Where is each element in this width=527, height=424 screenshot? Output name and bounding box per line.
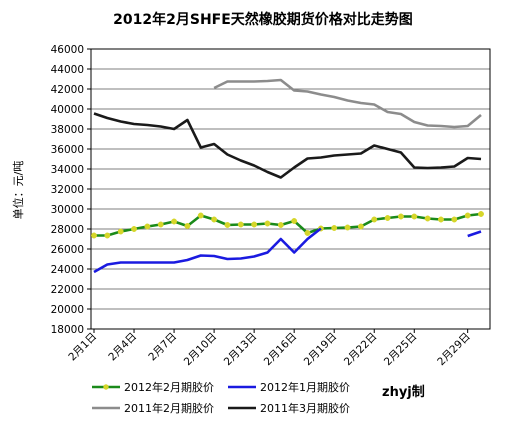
x-tick-label: 2月16日	[262, 331, 300, 369]
watermark-label: zhyj制	[382, 384, 425, 400]
y-tick-label: 18000	[51, 324, 84, 336]
y-tick-label: 24000	[51, 264, 84, 276]
grid-layer	[91, 68, 490, 310]
data-point-0	[251, 221, 258, 228]
x-axis-ticks: 2月1日 2月4日 2月7日 2月10日 2月13日 2月16日 2月19日 2月22日 2月2…	[66, 329, 473, 369]
data-point-0	[438, 216, 444, 223]
legend-label-0: 2012年2月期胶价	[124, 380, 214, 394]
data-point-0	[184, 223, 191, 229]
data-point-0	[397, 213, 404, 220]
data-point-0	[424, 215, 431, 222]
x-tick-label: 2月25日	[382, 331, 420, 369]
data-point-0	[91, 232, 97, 239]
data-point-0	[384, 215, 391, 221]
data-point-0	[371, 216, 378, 223]
y-tick-label: 30000	[51, 204, 84, 216]
data-point-0	[331, 225, 338, 231]
legend: 2012年2月期胶价 2012年1月期胶价 2011年2月期胶价 2011年3月期胶价	[92, 380, 350, 415]
x-tick-label: 2月4日	[106, 331, 139, 364]
data-point-0	[411, 213, 418, 220]
data-point-0	[224, 222, 231, 228]
legend-marker-0	[103, 384, 109, 390]
series-line-2	[213, 78, 482, 129]
y-axis-ticks: 18000 20000 22000 24000 26000 28000 30000 32000…	[51, 44, 91, 336]
y-tick-label: 44000	[51, 64, 84, 76]
chart-title: 2012年2月SHFE天然橡胶期货价格对比走势图	[113, 11, 413, 28]
series-line-1	[467, 230, 482, 238]
series-layer	[91, 78, 484, 274]
data-point-0	[451, 216, 458, 223]
y-tick-label: 40000	[51, 104, 84, 116]
data-point-0	[131, 226, 137, 232]
y-tick-label: 32000	[51, 184, 84, 196]
data-point-0	[264, 220, 271, 227]
legend-label-1: 2012年1月期胶价	[260, 380, 350, 394]
legend-label-2: 2011年2月期胶价	[124, 401, 214, 415]
data-point-0	[197, 212, 204, 219]
y-tick-label: 34000	[51, 164, 84, 176]
y-tick-label: 46000	[51, 44, 84, 56]
series-line-1	[93, 227, 322, 274]
y-tick-label: 38000	[51, 124, 84, 136]
data-point-0	[171, 218, 178, 225]
data-point-0	[304, 230, 311, 236]
y-tick-label: 28000	[51, 224, 84, 236]
x-tick-label: 2月29日	[435, 331, 473, 369]
data-point-0	[117, 228, 124, 235]
y-tick-label: 42000	[51, 84, 84, 96]
y-tick-label: 20000	[51, 304, 84, 316]
y-tick-label: 26000	[51, 244, 84, 256]
x-tick-label: 2月7日	[146, 331, 179, 364]
data-point-0	[291, 218, 298, 224]
x-tick-label: 2月13日	[222, 331, 260, 369]
y-axis-label: 单位：元/吨	[11, 161, 25, 220]
data-point-0	[464, 212, 471, 219]
data-point-0	[237, 221, 244, 228]
data-point-0	[211, 216, 218, 223]
y-tick-label: 22000	[51, 284, 84, 296]
y-tick-label: 36000	[51, 144, 84, 156]
x-tick-label: 2月19日	[302, 331, 340, 369]
data-point-0	[104, 232, 111, 239]
data-point-0	[144, 223, 151, 230]
data-point-0	[478, 211, 484, 217]
x-tick-label: 2月22日	[342, 331, 380, 369]
data-point-0	[277, 222, 284, 228]
x-tick-label: 2月10日	[182, 331, 220, 369]
series-line-3	[93, 112, 482, 179]
data-point-0	[157, 221, 164, 228]
data-point-0	[344, 224, 351, 231]
legend-label-3: 2011年3月期胶价	[260, 401, 350, 415]
data-point-0	[357, 223, 364, 230]
